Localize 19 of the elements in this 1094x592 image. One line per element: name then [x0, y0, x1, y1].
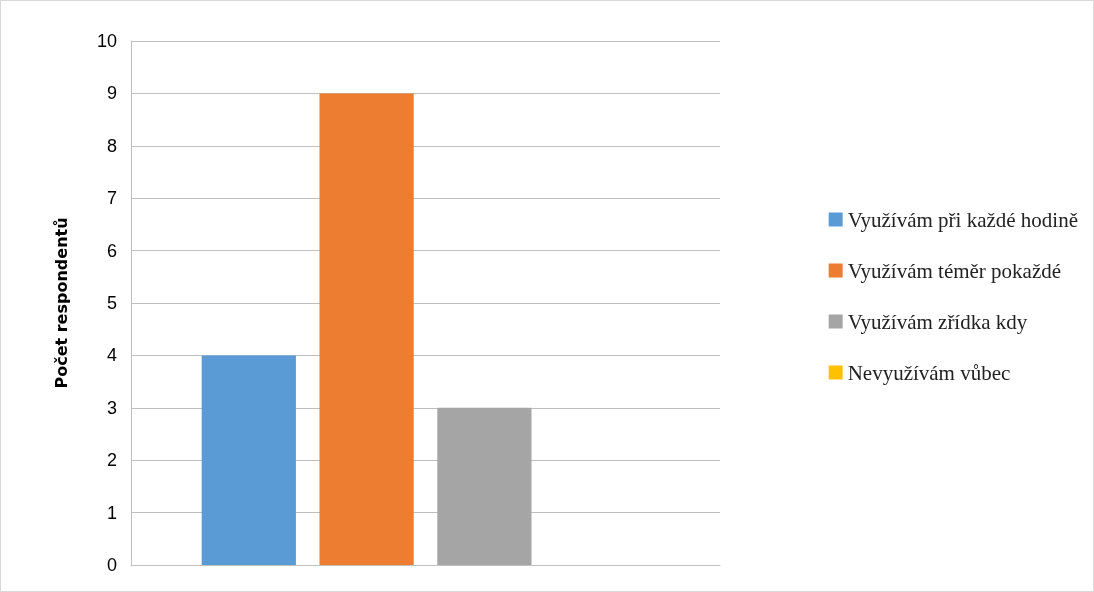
y-tick-label: 0 — [106, 555, 117, 575]
y-tick-label: 9 — [106, 83, 117, 104]
y-tick-label: 6 — [106, 240, 117, 261]
legend-label: Využívám při každé hodině — [847, 207, 1078, 232]
y-tick-label: 3 — [106, 397, 117, 418]
y-tick-label: 5 — [106, 293, 117, 313]
bar — [437, 407, 532, 565]
y-tick-label: 7 — [106, 188, 117, 209]
legend-label: Nevyužívám vůbec — [847, 360, 1011, 385]
bar — [201, 355, 296, 565]
y-tick-label: 1 — [106, 502, 117, 523]
y-tick-label: 2 — [106, 450, 117, 471]
y-axis-title: Počet respondentů — [51, 217, 71, 389]
y-tick-label: 10 — [96, 31, 117, 51]
y-tick-label: 4 — [106, 345, 117, 366]
legend-label: Využívám zřídka kdy — [847, 309, 1028, 334]
legend-label: Využívám téměr pokaždé — [847, 258, 1062, 283]
bar — [319, 93, 414, 565]
y-tick-label: 8 — [106, 135, 117, 156]
